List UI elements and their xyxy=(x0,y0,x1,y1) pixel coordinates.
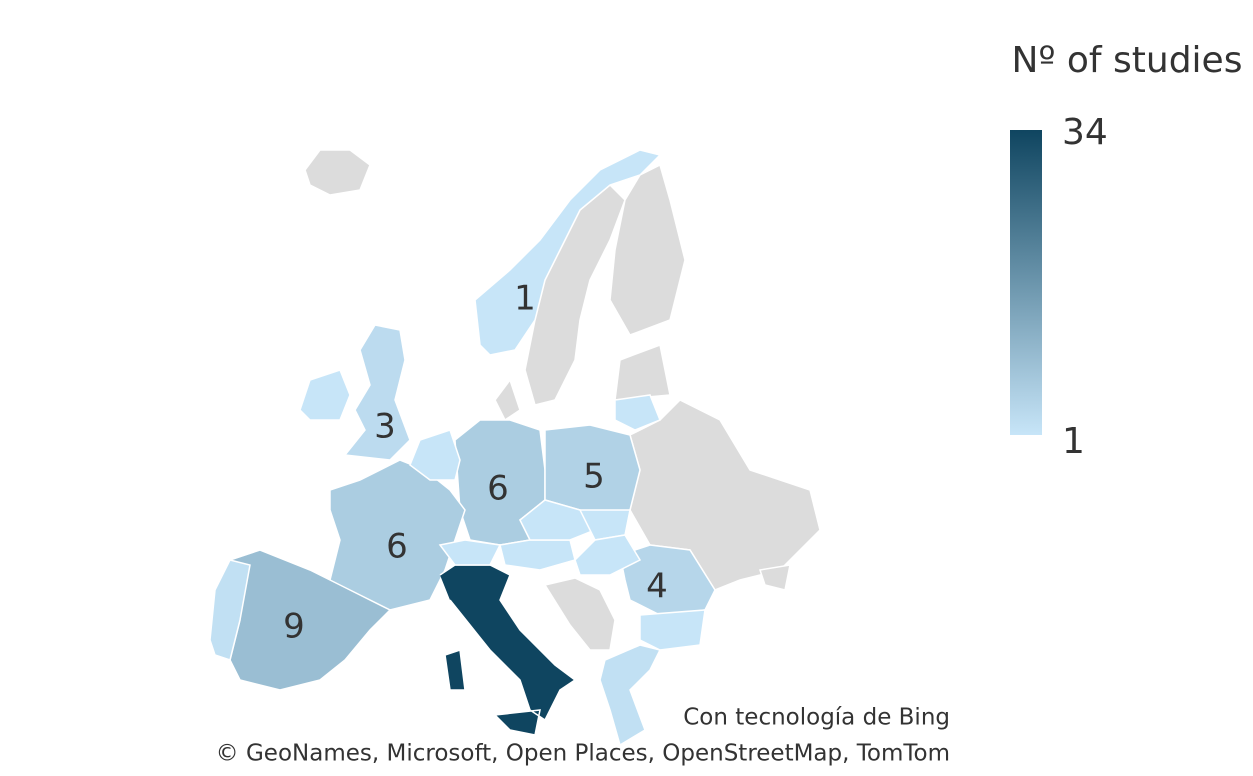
region xyxy=(439,564,577,736)
region xyxy=(409,429,461,481)
country xyxy=(614,343,671,401)
attribution: © GeoNames, Microsoft, Open Places, Open… xyxy=(216,741,950,767)
region xyxy=(329,459,466,611)
region-label: 3 xyxy=(374,407,396,447)
region-label: 5 xyxy=(583,457,605,497)
color-bar xyxy=(1010,130,1042,435)
region-label: 1 xyxy=(514,279,536,319)
region xyxy=(299,369,351,421)
region xyxy=(599,644,662,747)
country xyxy=(609,163,686,336)
region-label: 6 xyxy=(386,527,408,567)
legend-title: Nº of studies xyxy=(1012,40,1243,81)
region-labels: 1 3 6 5 6 9 4 xyxy=(283,279,668,647)
country xyxy=(304,149,371,196)
region-label: 4 xyxy=(646,567,668,607)
region xyxy=(574,534,642,576)
region xyxy=(438,539,502,566)
region xyxy=(209,559,251,661)
country xyxy=(494,378,521,422)
region-label: 9 xyxy=(283,607,305,647)
region-label: 6 xyxy=(487,469,509,509)
attribution: Con tecnología de Bing xyxy=(683,705,950,731)
country xyxy=(759,564,791,591)
region xyxy=(499,539,576,571)
legend-tick-label: 1 xyxy=(1062,421,1085,462)
legend-tick-label: 34 xyxy=(1062,112,1108,153)
no-data-countries xyxy=(304,149,821,651)
region xyxy=(639,609,706,651)
region xyxy=(343,324,411,461)
regions xyxy=(209,149,716,747)
region xyxy=(614,394,661,431)
country xyxy=(543,577,616,651)
region xyxy=(474,149,662,356)
